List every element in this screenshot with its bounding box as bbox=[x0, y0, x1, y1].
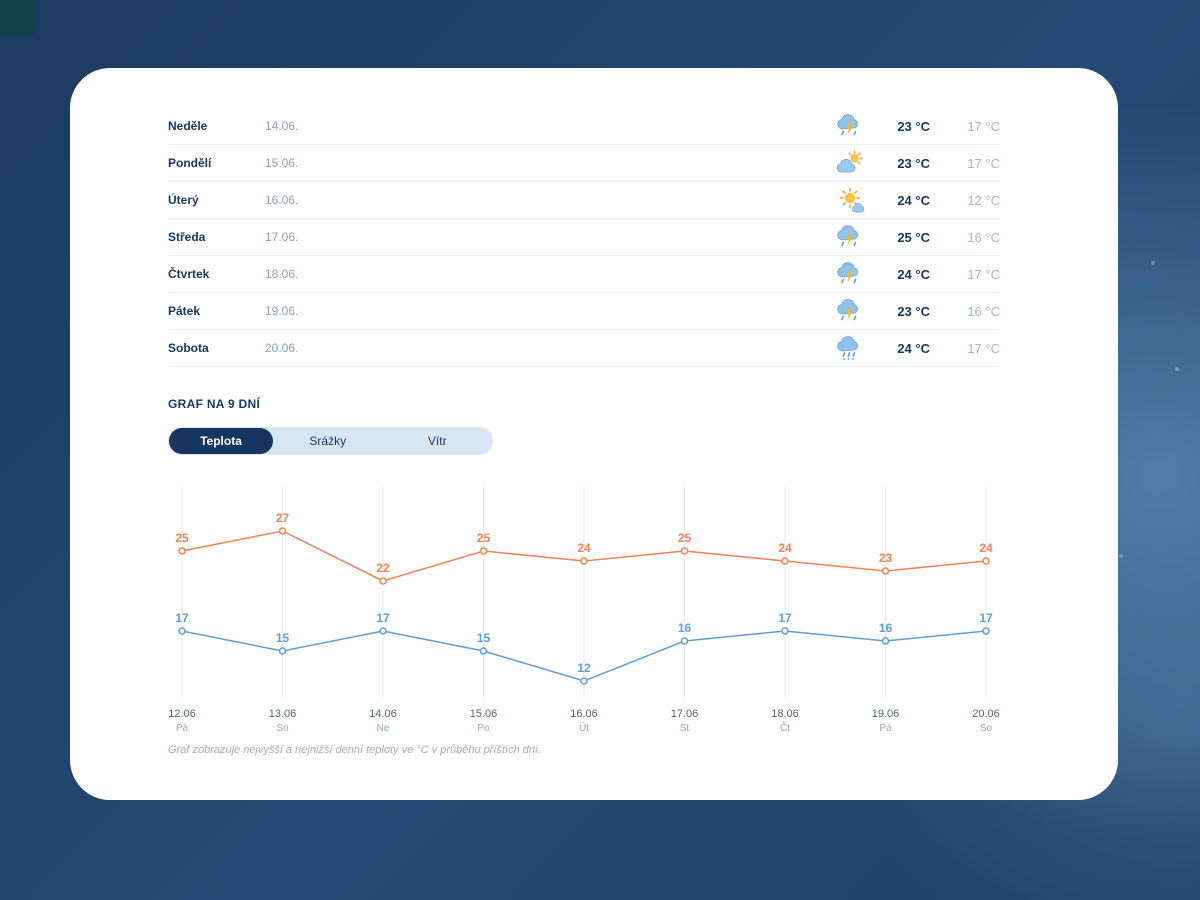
svg-text:25: 25 bbox=[477, 531, 491, 545]
svg-text:15: 15 bbox=[477, 631, 491, 645]
forecast-row[interactable]: Pátek 19.06. 23 °C 16 °C bbox=[168, 293, 1000, 330]
low-temp: 16 °C bbox=[967, 229, 1000, 245]
svg-text:Pá: Pá bbox=[879, 723, 892, 734]
low-temp: 16 °C bbox=[967, 303, 1000, 319]
forecast-list: Neděle 14.06. 23 °C 17 °C Pondělí 15.06. 23 °C… bbox=[168, 108, 1000, 367]
day-name: Čtvrtek bbox=[168, 267, 210, 281]
svg-text:17: 17 bbox=[979, 611, 993, 625]
forecast-row[interactable]: Čtvrtek 18.06. 24 °C 17 °C bbox=[168, 256, 1000, 293]
high-temp: 25 °C bbox=[897, 229, 930, 245]
svg-text:Po: Po bbox=[477, 723, 490, 734]
svg-text:So: So bbox=[276, 723, 289, 734]
svg-text:16: 16 bbox=[678, 621, 692, 635]
chart-section-title: GRAF NA 9 DNÍ bbox=[168, 397, 261, 411]
chart-tabs: Teplota Srážky Vítr bbox=[168, 427, 493, 455]
svg-text:Čt: Čt bbox=[780, 721, 790, 734]
svg-text:22: 22 bbox=[376, 561, 390, 575]
svg-text:15.06: 15.06 bbox=[470, 708, 498, 720]
svg-text:13.06: 13.06 bbox=[269, 708, 297, 720]
storm-icon bbox=[834, 260, 866, 288]
svg-text:So: So bbox=[980, 723, 993, 734]
day-name: Úterý bbox=[168, 193, 199, 207]
svg-text:20.06: 20.06 bbox=[972, 708, 1000, 720]
svg-text:Pá: Pá bbox=[176, 723, 189, 734]
svg-text:17: 17 bbox=[175, 611, 189, 625]
partly-sunny-icon bbox=[834, 150, 866, 176]
weather-card: Neděle 14.06. 23 °C 17 °C Pondělí 15.06. 23 °C… bbox=[70, 68, 1118, 800]
day-date: 20.06. bbox=[265, 341, 299, 355]
forecast-row[interactable]: Pondělí 15.06. 23 °C 17 °C bbox=[168, 145, 1000, 182]
low-temp: 12 °C bbox=[967, 192, 1000, 208]
high-temp: 24 °C bbox=[897, 266, 930, 282]
day-date: 15.06. bbox=[265, 156, 299, 170]
storm-icon bbox=[834, 223, 866, 251]
svg-text:19.06: 19.06 bbox=[872, 708, 900, 720]
tab-teplota[interactable]: Teplota bbox=[169, 428, 273, 454]
temperature-chart: 25 27 22 25 24 25 24 23 24 17 15 17 15 12 16 17 16 17 12.0… bbox=[168, 475, 1000, 742]
day-name: Neděle bbox=[168, 119, 208, 133]
tab-vitr[interactable]: Vítr bbox=[427, 434, 447, 448]
corner-decoration bbox=[0, 0, 36, 36]
day-date: 14.06. bbox=[265, 119, 299, 133]
high-temp: 23 °C bbox=[897, 303, 930, 319]
chart-caption: Graf zobrazuje nejvyšší a nejnižší denní… bbox=[168, 744, 542, 756]
day-date: 16.06. bbox=[265, 193, 299, 207]
svg-text:St: St bbox=[680, 723, 690, 734]
low-temp: 17 °C bbox=[967, 118, 1000, 134]
rain-icon bbox=[834, 334, 866, 362]
low-temp: 17 °C bbox=[967, 340, 1000, 356]
svg-text:16: 16 bbox=[879, 621, 893, 635]
forecast-row[interactable]: Úterý 16.06. 24 °C 12 °C bbox=[168, 182, 1000, 219]
svg-text:15: 15 bbox=[276, 631, 290, 645]
low-temp: 17 °C bbox=[967, 266, 1000, 282]
background-stars bbox=[0, 0, 2, 2]
day-date: 18.06. bbox=[265, 267, 299, 281]
svg-text:24: 24 bbox=[577, 541, 591, 555]
svg-text:16.06: 16.06 bbox=[570, 708, 598, 720]
low-temp: 17 °C bbox=[967, 155, 1000, 171]
svg-text:18.06: 18.06 bbox=[771, 708, 799, 720]
high-temp: 23 °C bbox=[897, 155, 930, 171]
svg-text:25: 25 bbox=[175, 531, 189, 545]
svg-text:23: 23 bbox=[879, 551, 893, 565]
svg-text:14.06: 14.06 bbox=[369, 708, 397, 720]
high-temp: 23 °C bbox=[897, 118, 930, 134]
svg-text:24: 24 bbox=[778, 541, 792, 555]
svg-text:24: 24 bbox=[979, 541, 993, 555]
svg-text:27: 27 bbox=[276, 511, 290, 525]
svg-text:17: 17 bbox=[376, 611, 390, 625]
sunny-icon bbox=[834, 187, 866, 213]
svg-text:17: 17 bbox=[778, 611, 792, 625]
high-temp: 24 °C bbox=[897, 340, 930, 356]
storm-icon bbox=[834, 297, 866, 325]
day-name: Sobota bbox=[168, 341, 209, 355]
svg-text:12.06: 12.06 bbox=[168, 708, 196, 720]
high-temp: 24 °C bbox=[897, 192, 930, 208]
forecast-row[interactable]: Sobota 20.06. 24 °C 17 °C bbox=[168, 330, 1000, 367]
forecast-row[interactable]: Neděle 14.06. 23 °C 17 °C bbox=[168, 108, 1000, 145]
day-name: Pondělí bbox=[168, 156, 212, 170]
tab-srazky[interactable]: Srážky bbox=[309, 434, 347, 448]
svg-text:Ne: Ne bbox=[377, 723, 390, 734]
day-name: Středa bbox=[168, 230, 206, 244]
svg-text:17.06: 17.06 bbox=[671, 708, 699, 720]
svg-text:12: 12 bbox=[577, 661, 591, 675]
storm-icon bbox=[834, 112, 866, 140]
svg-text:25: 25 bbox=[678, 531, 692, 545]
temperature-line-chart: 25 27 22 25 24 25 24 23 24 17 15 17 15 12 16 17 16 17 12.0… bbox=[168, 487, 1000, 734]
day-date: 17.06. bbox=[265, 230, 299, 244]
forecast-row[interactable]: Středa 17.06. 25 °C 16 °C bbox=[168, 219, 1000, 256]
day-name: Pátek bbox=[168, 304, 201, 318]
day-date: 19.06. bbox=[265, 304, 299, 318]
svg-text:Út: Út bbox=[579, 721, 589, 734]
